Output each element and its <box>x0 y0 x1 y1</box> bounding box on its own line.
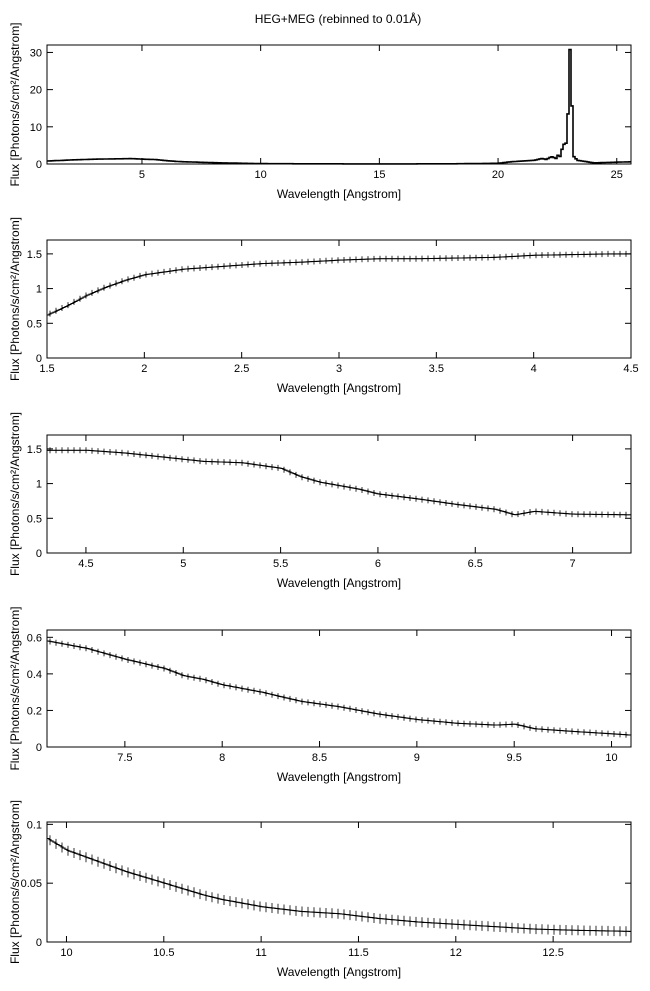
x-tick-label: 5 <box>139 169 145 181</box>
chart-panel-1: 5 10 15 20 25 0 10 20 30 Wavelength [Angstrom] Flu… <box>8 22 632 201</box>
x-tick-label: 11 <box>255 947 266 959</box>
error-bars-5 <box>49 835 627 937</box>
y-tick-label: 1.5 <box>27 249 42 261</box>
y-tick-label: 0.6 <box>27 632 42 644</box>
y-tick-label: 0.1 <box>27 819 42 831</box>
y-tick-label: 0.5 <box>27 318 42 330</box>
y-axis-label: Flux [Photons/s/cm²/Angstrom] <box>8 606 22 770</box>
y-tick-label: 0 <box>36 937 42 949</box>
y-tick-label: 1 <box>36 284 42 296</box>
x-tick-label: 6.5 <box>468 558 483 570</box>
plot-frame <box>46 821 632 943</box>
x-axis-label: Wavelength [Angstrom] <box>277 965 401 979</box>
x-tick-label: 10 <box>255 169 267 181</box>
x-tick-label: 8.5 <box>312 752 327 764</box>
x-axis-label: Wavelength [Angstrom] <box>277 576 401 590</box>
x-tick-label: 2 <box>141 363 147 375</box>
y-tick-label: 1 <box>36 479 42 491</box>
y-axis-label: Flux [Photons/s/cm²/Angstrom] <box>8 22 22 186</box>
error-bars-2 <box>49 250 627 317</box>
x-tick-label: 9.5 <box>507 752 522 764</box>
x-tick-label: 25 <box>611 169 623 181</box>
x-tick-label: 12 <box>450 947 462 959</box>
y-tick-label: 1.5 <box>27 444 42 456</box>
x-tick-label: 7.5 <box>117 752 132 764</box>
error-bars-3 <box>49 447 627 518</box>
x-tick-label: 8 <box>219 752 225 764</box>
x-axis-label: Wavelength [Angstrom] <box>277 187 401 201</box>
x-tick-label: 9 <box>414 752 420 764</box>
series-line-4 <box>47 640 632 736</box>
chart-panel-3: 4.5 5 5.5 6 6.5 7 0 0.5 1 1.5 Wavelength [Angstrom… <box>8 412 632 590</box>
y-axis-label: Flux [Photons/s/cm²/Angstrom] <box>8 800 22 964</box>
chart-panel-2: 1.5 2 2.5 3 3.5 4 4.5 0 0.5 1 1.5 Wavelength [Angst… <box>8 217 639 395</box>
y-tick-label: 30 <box>30 47 42 59</box>
y-axis-label: Flux [Photons/s/cm²/Angstrom] <box>8 217 22 381</box>
y-tick-label: 10 <box>30 122 42 134</box>
figure-title: HEG+MEG (rebinned to 0.01Å) <box>255 11 421 26</box>
x-tick-label: 5.5 <box>273 558 288 570</box>
series-line-1 <box>47 48 631 165</box>
x-tick-label: 2.5 <box>234 363 249 375</box>
error-bars-4 <box>49 638 627 738</box>
y-tick-label: 0.2 <box>27 705 42 717</box>
y-tick-label: 0 <box>36 159 42 171</box>
plot-frame <box>46 44 632 165</box>
chart-panel-5: 10 10.5 11 11.5 12 12.5 0 0.05 0.1 Wavelength [An… <box>8 800 632 979</box>
x-tick-label: 6 <box>375 558 381 570</box>
plot-frame <box>46 629 632 748</box>
y-tick-label: 0 <box>36 548 42 560</box>
x-tick-label: 10 <box>605 752 617 764</box>
x-tick-label: 10.5 <box>153 947 174 959</box>
x-tick-label: 12.5 <box>542 947 563 959</box>
y-tick-label: 20 <box>30 85 42 97</box>
x-tick-label: 5 <box>180 558 186 570</box>
x-tick-label: 10 <box>60 947 72 959</box>
y-tick-label: 0.4 <box>27 669 42 681</box>
y-tick-label: 0.5 <box>27 513 42 525</box>
x-axis-label: Wavelength [Angstrom] <box>277 381 401 395</box>
x-tick-label: 20 <box>492 169 504 181</box>
x-axis-label: Wavelength [Angstrom] <box>277 770 401 784</box>
series-line-3 <box>47 449 631 516</box>
plot-frame <box>46 434 632 554</box>
x-tick-label: 15 <box>373 169 385 181</box>
y-axis-label: Flux [Photons/s/cm²/Angstrom] <box>8 412 22 576</box>
x-tick-label: 3.5 <box>429 363 444 375</box>
series-line-2 <box>47 253 631 316</box>
plot-frame <box>46 239 632 359</box>
chart-panel-4: 7.5 8 8.5 9 9.5 10 0 0.2 0.4 0.6 Wavelength [Angst… <box>8 606 632 784</box>
x-tick-label: 7 <box>570 558 576 570</box>
x-tick-label: 4.5 <box>623 363 638 375</box>
y-tick-label: 0 <box>36 353 42 365</box>
y-tick-label: 0 <box>36 742 42 754</box>
x-tick-label: 4.5 <box>78 558 93 570</box>
series-line-5 <box>47 837 631 932</box>
x-tick-label: 4 <box>531 363 537 375</box>
x-tick-label: 1.5 <box>39 363 54 375</box>
y-tick-label: 0.05 <box>21 878 42 890</box>
x-tick-label: 11.5 <box>348 947 369 959</box>
x-tick-label: 3 <box>336 363 342 375</box>
